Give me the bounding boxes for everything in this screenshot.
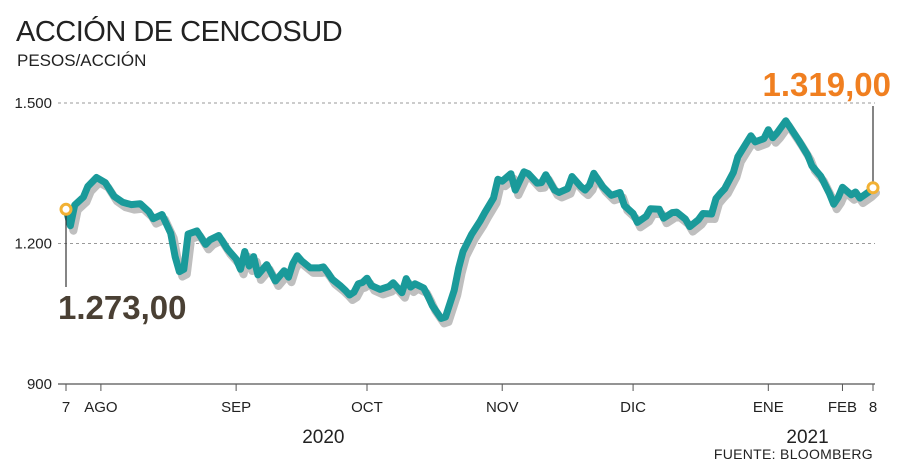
y-tick-label: 1.200: [14, 236, 52, 253]
y-axis-ticks: 1.500 1.200 900: [14, 95, 52, 393]
price-series-line: [62, 117, 877, 322]
x-tick-label: SEP: [221, 399, 251, 416]
annotations: 1.273,00 1.319,00: [58, 66, 891, 326]
year-label: 2021: [786, 427, 828, 448]
start-point-marker: [59, 202, 73, 216]
year-label: 2020: [302, 427, 344, 448]
x-tick-label: NOV: [486, 399, 519, 416]
start-value-label: 1.273,00: [58, 289, 186, 326]
x-tick-label: DIC: [620, 399, 646, 416]
x-tick-label: AGO: [84, 399, 117, 416]
x-tick-label: FEB: [828, 399, 857, 416]
y-tick-label: 900: [27, 376, 52, 393]
year-labels: 2020 2021: [302, 427, 828, 448]
end-value-label: 1.319,00: [763, 66, 891, 103]
x-tick-label: ENE: [753, 399, 784, 416]
x-axis-ticks: 7 AGO SEP OCT NOV DIC ENE FEB 8: [62, 384, 877, 416]
chart-title: ACCIÓN DE CENCOSUD: [16, 15, 342, 48]
series-layer: [62, 117, 880, 328]
y-tick-label: 1.500: [14, 95, 52, 112]
x-tick-label: 8: [869, 399, 877, 416]
chart-subtitle: PESOS/ACCIÓN: [17, 51, 146, 70]
x-tick-label: OCT: [351, 399, 383, 416]
x-tick-label: 7: [62, 399, 70, 416]
end-point-marker: [866, 181, 880, 195]
source-note: FUENTE: BLOOMBERG: [714, 446, 873, 462]
series-line-shadow: [65, 121, 880, 328]
